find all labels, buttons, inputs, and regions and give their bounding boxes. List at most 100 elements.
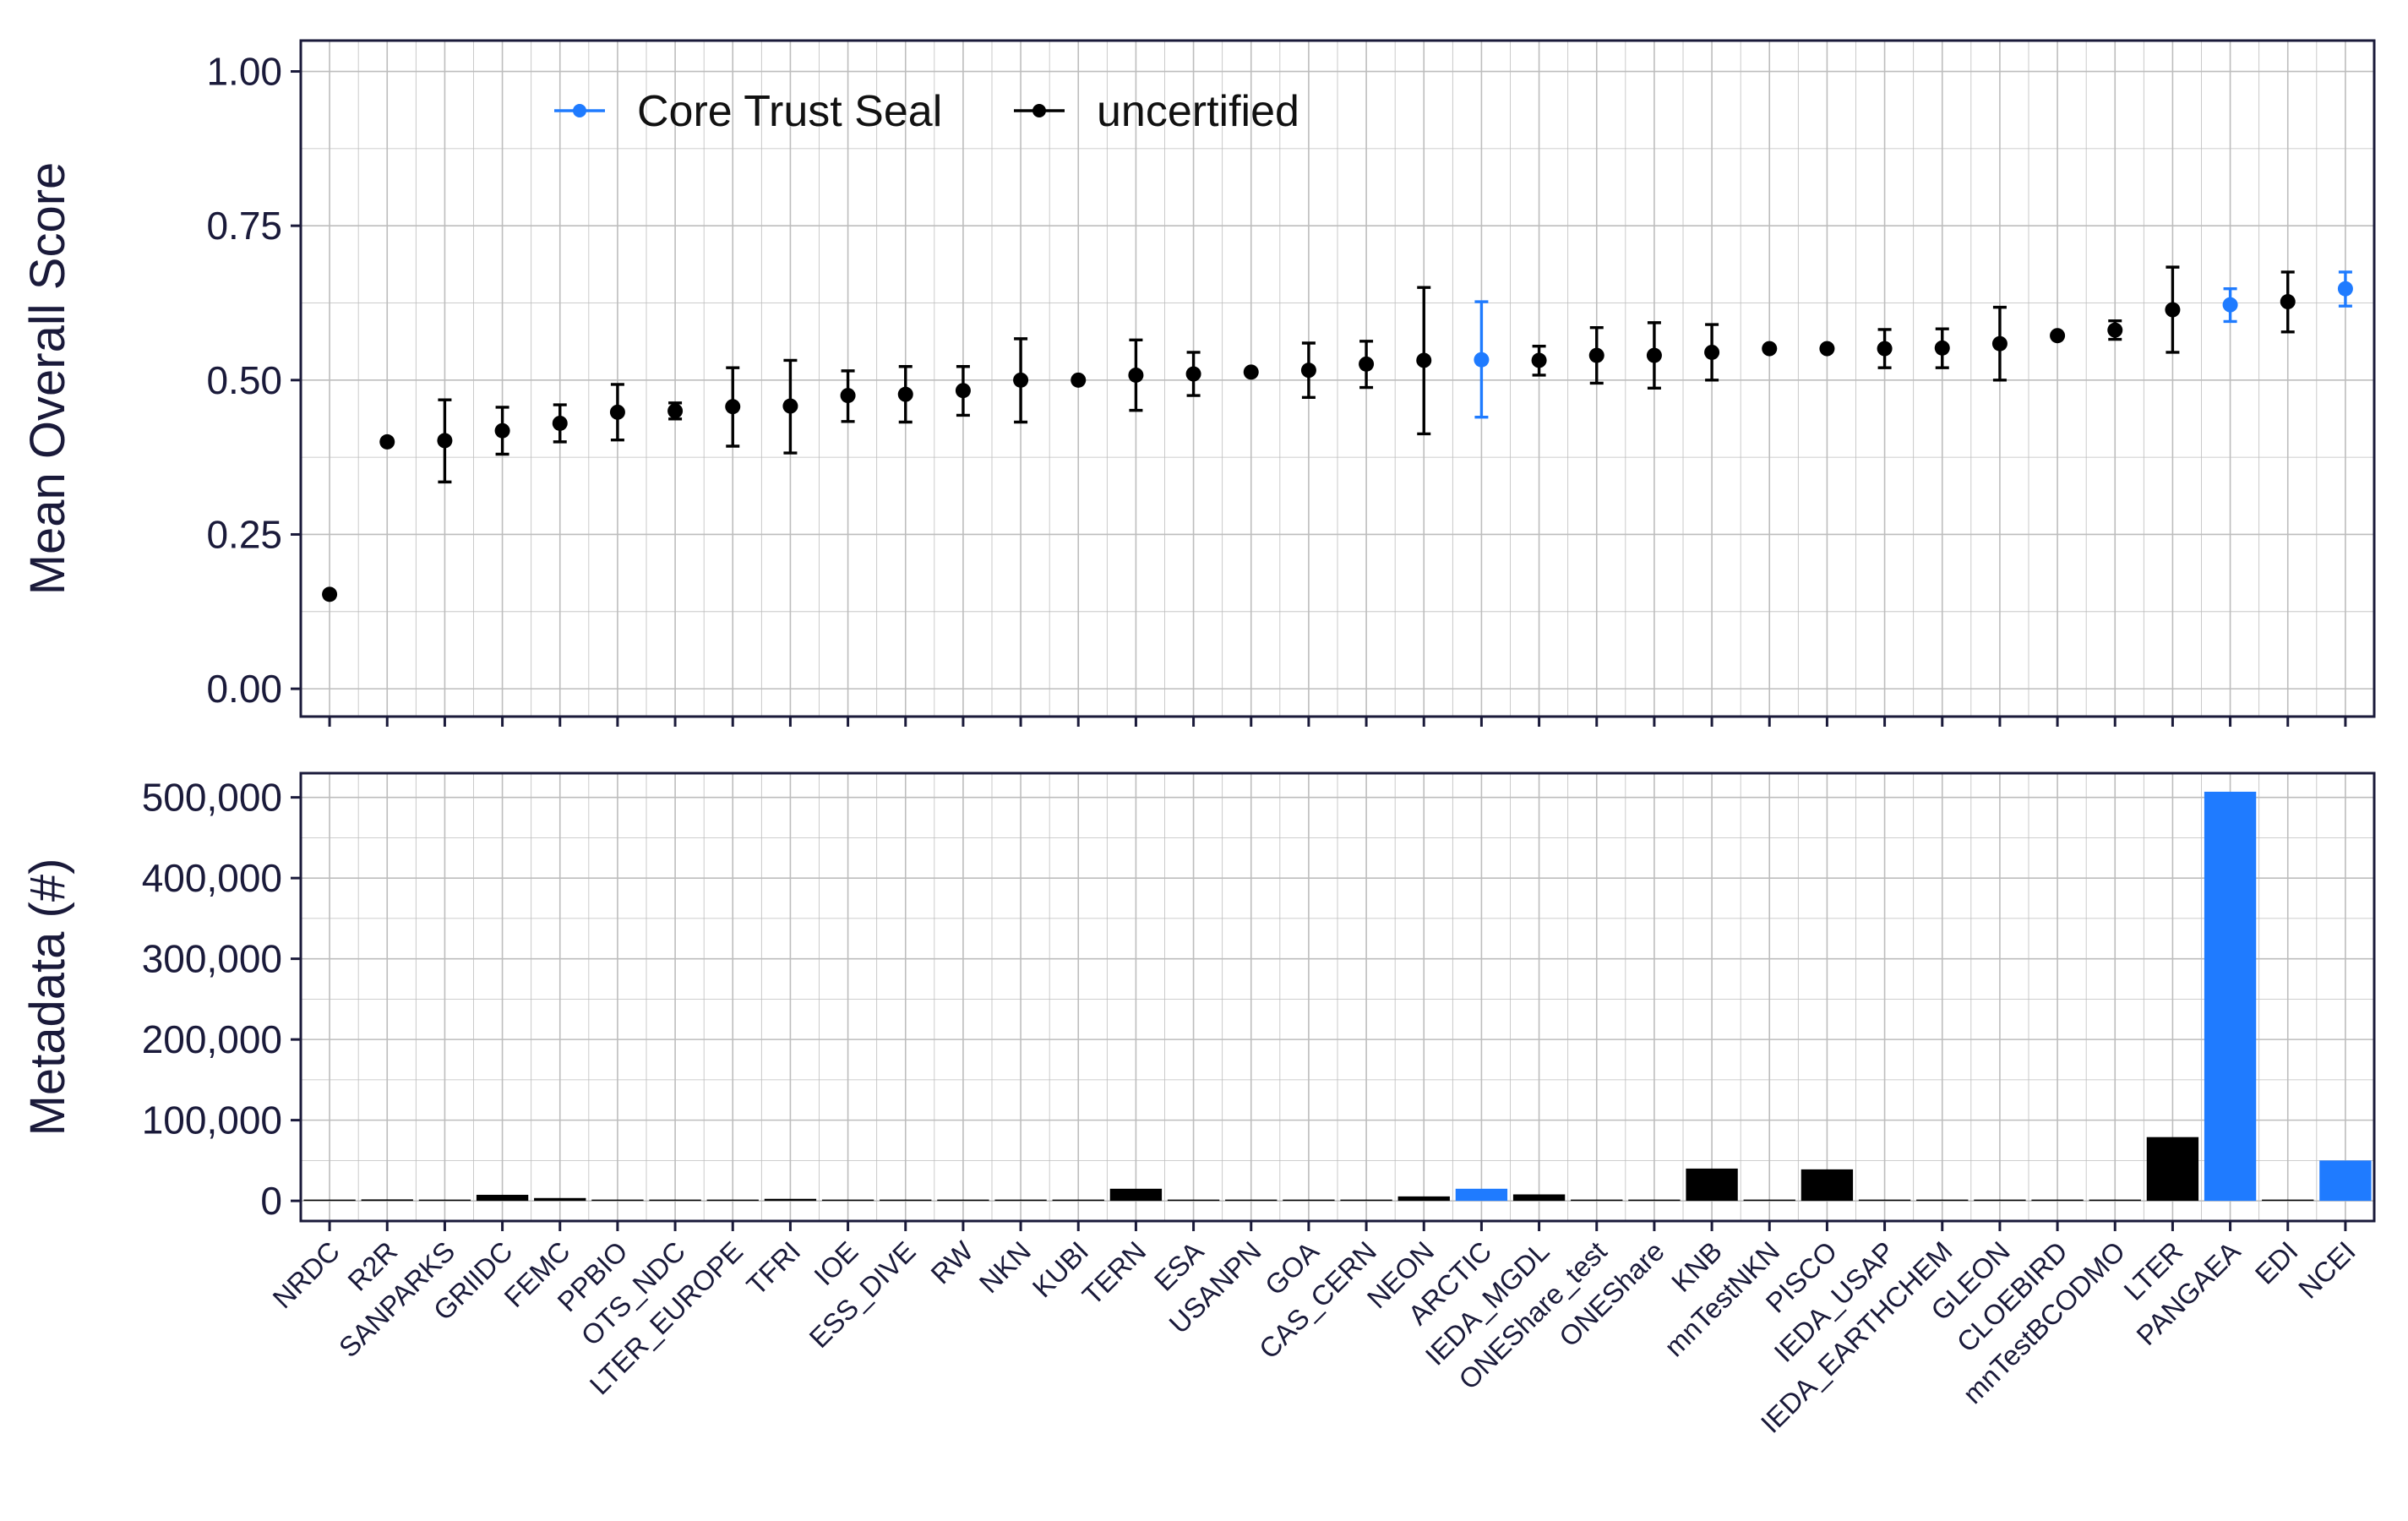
score-point-ieda-usap xyxy=(1877,328,1893,369)
score-marker xyxy=(1646,347,1662,363)
metadata-bar-oneshare xyxy=(1628,1199,1681,1202)
score-point-arctic xyxy=(1474,300,1490,419)
metadata-bars xyxy=(303,791,2372,1202)
score-point-ieda-mgdl xyxy=(1531,344,1547,377)
score-marker xyxy=(1474,352,1490,368)
score-marker xyxy=(494,422,510,439)
score-point-ess-dive xyxy=(897,365,913,424)
score-marker xyxy=(1588,347,1604,363)
metadata-bar-pangaea xyxy=(2204,791,2257,1202)
metadata-bar-ieda-mgdl xyxy=(1512,1194,1566,1202)
score-point-usanpn xyxy=(1243,364,1259,380)
metadata-bar-gleon xyxy=(1974,1199,2026,1202)
metadata-y-tick-label: 0 xyxy=(260,1179,282,1223)
metadata-bar-r2r xyxy=(361,1199,413,1202)
metadata-bar-ots-ndc xyxy=(649,1199,701,1202)
legend-swatch-dot xyxy=(1032,104,1046,117)
score-point-pangaea xyxy=(2222,286,2238,324)
metadata-bar-knb xyxy=(1686,1168,1738,1202)
legend-item-core-trust-seal: Core Trust Seal xyxy=(554,87,942,136)
metadata-bar-ess-dive xyxy=(880,1199,932,1202)
score-marker xyxy=(1704,344,1720,360)
score-marker xyxy=(2107,322,2123,338)
score-marker xyxy=(1300,363,1316,379)
score-point-ioe xyxy=(840,369,856,423)
metadata-bar-griidc xyxy=(476,1194,529,1202)
score-point-edi xyxy=(2280,270,2296,334)
score-point-lter xyxy=(2165,265,2181,354)
score-marker xyxy=(552,415,568,431)
score-y-tick-label: 0.00 xyxy=(206,667,282,711)
metadata-bar-femc xyxy=(534,1197,586,1202)
score-marker xyxy=(897,386,913,402)
score-point-oneshare-test xyxy=(1588,326,1604,385)
metadata-bar-cas-cern xyxy=(1340,1199,1392,1202)
score-point-nkn xyxy=(1013,337,1029,424)
score-marker xyxy=(725,399,741,415)
metadata-bar-neon xyxy=(1397,1196,1450,1202)
metadata-y-tick-label: 300,000 xyxy=(142,937,282,981)
score-y-tick-label: 0.75 xyxy=(206,204,282,248)
metadata-bar-tern xyxy=(1109,1188,1163,1202)
metadata-bar-nkn xyxy=(994,1199,1047,1202)
score-point-nrdc xyxy=(322,586,338,602)
metadata-bar-mntestbcodmo xyxy=(2089,1199,2141,1202)
score-marker xyxy=(1128,367,1144,383)
score-y-tick-label: 0.50 xyxy=(206,358,282,402)
score-point-oneshare xyxy=(1646,321,1662,390)
score-point-cloebird xyxy=(2050,328,2066,344)
score-marker xyxy=(1819,341,1835,357)
score-marker xyxy=(1071,372,1087,388)
score-point-kubi xyxy=(1071,372,1087,388)
metadata-bar-usanpn xyxy=(1225,1199,1278,1202)
score-point-pisco xyxy=(1819,341,1835,357)
metadata-bar-tfri xyxy=(764,1198,817,1202)
score-point-esa xyxy=(1185,351,1201,397)
metadata-bar-arctic xyxy=(1455,1188,1508,1202)
metadata-bar-mntestnkn xyxy=(1743,1199,1795,1202)
score-marker xyxy=(1991,335,2008,352)
metadata-y-axis: 0 100,000 200,000 300,000 400,000 500,000 xyxy=(142,776,301,1223)
metadata-bar-lter xyxy=(2146,1137,2199,1202)
score-point-tfri xyxy=(782,358,798,455)
metadata-bar-kubi xyxy=(1052,1199,1104,1202)
metadata-y-tick-label: 200,000 xyxy=(142,1017,282,1061)
score-point-lter-europe xyxy=(725,366,741,448)
score-marker xyxy=(322,586,338,602)
metadata-bar-esa xyxy=(1167,1199,1220,1202)
score-marker xyxy=(667,403,684,419)
legend: Core Trust Seal uncertified xyxy=(554,87,1299,136)
score-marker xyxy=(437,433,453,449)
metadata-y-tick-label: 500,000 xyxy=(142,776,282,820)
score-point-mntestbcodmo xyxy=(2107,319,2123,341)
score-marker xyxy=(609,404,625,420)
score-marker xyxy=(2165,302,2181,318)
score-panel-frame xyxy=(299,39,2376,718)
score-point-ieda-earthchem xyxy=(1934,327,1950,369)
metadata-bar-sanparks xyxy=(418,1199,471,1202)
score-marker xyxy=(2280,294,2296,310)
score-point-rw xyxy=(955,365,971,417)
score-point-mntestnkn xyxy=(1762,341,1778,357)
score-marker xyxy=(2222,297,2238,313)
score-y-tick-label: 1.00 xyxy=(206,50,282,94)
score-marker xyxy=(1013,372,1029,388)
metadata-bar-rw xyxy=(937,1199,989,1202)
legend-swatch-dot xyxy=(573,104,586,117)
metadata-panel-frame xyxy=(299,771,2376,1223)
metadata-bar-ieda-earthchem xyxy=(1916,1199,1969,1202)
score-x-ticks xyxy=(328,717,2347,727)
metadata-bar-ioe xyxy=(821,1199,874,1202)
score-point-griidc xyxy=(494,406,510,456)
metadata-bar-pisco xyxy=(1801,1169,1854,1202)
score-marker xyxy=(379,433,395,450)
score-y-tick-label: 0.25 xyxy=(206,512,282,556)
score-point-sanparks xyxy=(437,398,453,484)
legend-label-core-trust-seal: Core Trust Seal xyxy=(637,87,942,136)
score-point-gleon xyxy=(1991,305,2008,382)
score-marker xyxy=(955,383,971,399)
metadata-bar-goa xyxy=(1283,1199,1335,1202)
score-point-cas-cern xyxy=(1359,340,1375,390)
